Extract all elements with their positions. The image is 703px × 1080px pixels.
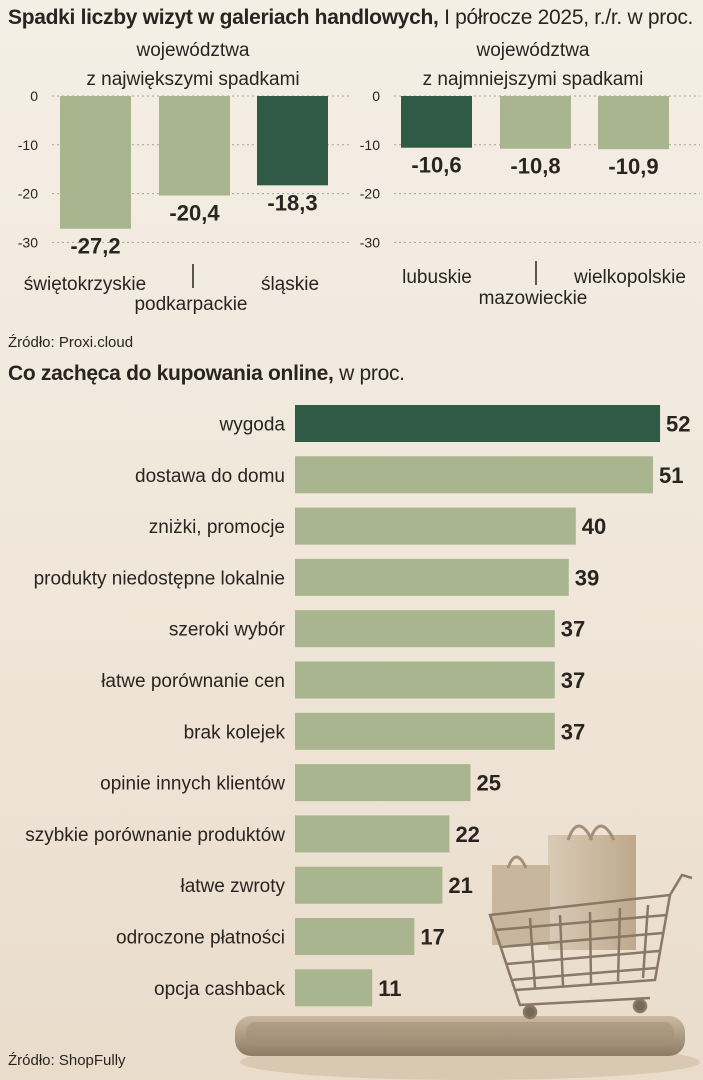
bar (295, 558, 569, 596)
category-label: świętokrzyskie (24, 274, 146, 295)
bar-row: opinie innych klientów 25 (100, 764, 501, 802)
bar (159, 96, 230, 196)
bar (295, 969, 373, 1007)
bar-value-label: 40 (582, 514, 606, 539)
bar (295, 507, 576, 545)
chart2-title: Co zachęca do kupowania online, w proc. (8, 362, 405, 386)
category-label: lubuskie (402, 267, 472, 288)
y-tick-label: -30 (360, 234, 380, 250)
bar (295, 610, 555, 648)
bar-row: brak kolejek 37 (184, 712, 585, 750)
bar-value-label: 21 (448, 873, 472, 898)
bar-row: szybkie porównanie produktów 22 (25, 815, 480, 853)
bar-row: dostawa do domu 51 (135, 456, 684, 494)
bar (295, 815, 450, 853)
bar (295, 866, 443, 904)
shopping-cart-illustration (235, 824, 700, 1080)
category-label: łatwe zwroty (180, 876, 285, 897)
bar-row: opcja cashback 11 (154, 969, 401, 1007)
panel-title-line: województwa (136, 40, 250, 61)
bar-value-label: 22 (455, 822, 479, 847)
bar-row: łatwe porównanie cen 37 (101, 661, 585, 699)
bar-value-label: 17 (420, 925, 444, 950)
y-tick-label: -30 (18, 234, 38, 250)
bar-row: odroczone płatności 17 (116, 918, 445, 955)
bar-value-label: 37 (561, 668, 585, 693)
panel-title-line: z najmniejszymi spadkami (423, 69, 644, 90)
bar (295, 405, 661, 442)
bar (295, 712, 555, 750)
bar-value-label: 39 (575, 565, 599, 590)
bar-value-label: 11 (378, 976, 401, 1001)
category-label: zniżki, promocje (149, 517, 285, 538)
bar (295, 764, 471, 802)
chart1-source: Źródło: Proxi.cloud (8, 334, 134, 351)
bar-row: szeroki wybór 37 (169, 610, 585, 648)
y-tick-label: -20 (18, 186, 38, 202)
bar-value-label: -10,8 (510, 154, 560, 179)
bar-value-label: 25 (477, 771, 501, 796)
panel-title-line: województwa (476, 40, 590, 61)
region-panel-1: województwa z największymi spadkami 0 -10 -2… (18, 40, 350, 315)
category-label: szeroki wybór (169, 620, 286, 641)
bar-value-label: -10,6 (411, 153, 461, 178)
bar (500, 96, 571, 149)
chart1-title-rest: I półrocze 2025, r./r. w proc. (438, 6, 694, 29)
category-label: wygoda (219, 415, 286, 436)
category-label: śląskie (261, 274, 319, 295)
shopping-bag-icon (492, 824, 636, 950)
regions-chart: województwa z największymi spadkami 0 -10 -2… (18, 40, 700, 315)
cart-icon (488, 873, 693, 1020)
bar-value-label: -18,3 (267, 190, 317, 215)
bar-value-label: 37 (561, 617, 585, 642)
category-label: opinie innych klientów (100, 774, 285, 795)
bar-row: zniżki, promocje 40 (149, 507, 606, 545)
bar-value-label: 37 (561, 719, 585, 744)
bar-value-label: 51 (659, 463, 683, 488)
category-label: produkty niedostępne lokalnie (34, 568, 285, 589)
category-label: szybkie porównanie produktów (25, 825, 285, 846)
category-label: łatwe porównanie cen (101, 671, 285, 692)
bar (401, 96, 472, 148)
y-tick-label: 0 (30, 88, 38, 104)
category-label: odroczone płatności (116, 928, 285, 949)
y-tick-label: -10 (18, 137, 38, 153)
bar (598, 96, 669, 150)
y-tick-label: -10 (360, 137, 380, 153)
bar-value-label: -20,4 (169, 201, 220, 226)
bar (60, 96, 131, 229)
category-label: opcja cashback (154, 979, 285, 1000)
bar-value-label: -27,2 (70, 234, 120, 259)
chart1-title-bold: Spadki liczby wizyt w galeriach handlowy… (8, 6, 439, 29)
bar-value-label: -10,9 (608, 154, 658, 179)
panel-title-line: z największymi spadkami (86, 69, 299, 90)
category-label: dostawa do domu (135, 466, 285, 487)
bar-value-label: 52 (666, 412, 690, 437)
chart2-title-rest: w proc. (333, 362, 405, 385)
bar-row: wygoda 52 (219, 405, 691, 442)
bar-row: produkty niedostępne lokalnie 39 (34, 558, 599, 596)
chart2-source: Źródło: ShopFully (8, 1052, 126, 1069)
bar (295, 456, 654, 494)
category-label: brak kolejek (184, 722, 286, 743)
y-tick-label: 0 (372, 88, 380, 104)
category-label: wielkopolskie (573, 267, 686, 288)
bar (257, 96, 328, 186)
chart1-title: Spadki liczby wizyt w galeriach handlowy… (8, 6, 693, 30)
region-panel-2: województwa z najmniejszymi spadkami 0 -10 -… (360, 40, 700, 309)
bar-row: łatwe zwroty 21 (180, 866, 473, 904)
category-label: mazowieckie (479, 288, 588, 309)
chart2-title-bold: Co zachęca do kupowania online, (8, 362, 334, 385)
bar (295, 918, 415, 955)
category-label: podkarpackie (134, 294, 247, 315)
bar (295, 661, 555, 699)
y-tick-label: -20 (360, 186, 380, 202)
